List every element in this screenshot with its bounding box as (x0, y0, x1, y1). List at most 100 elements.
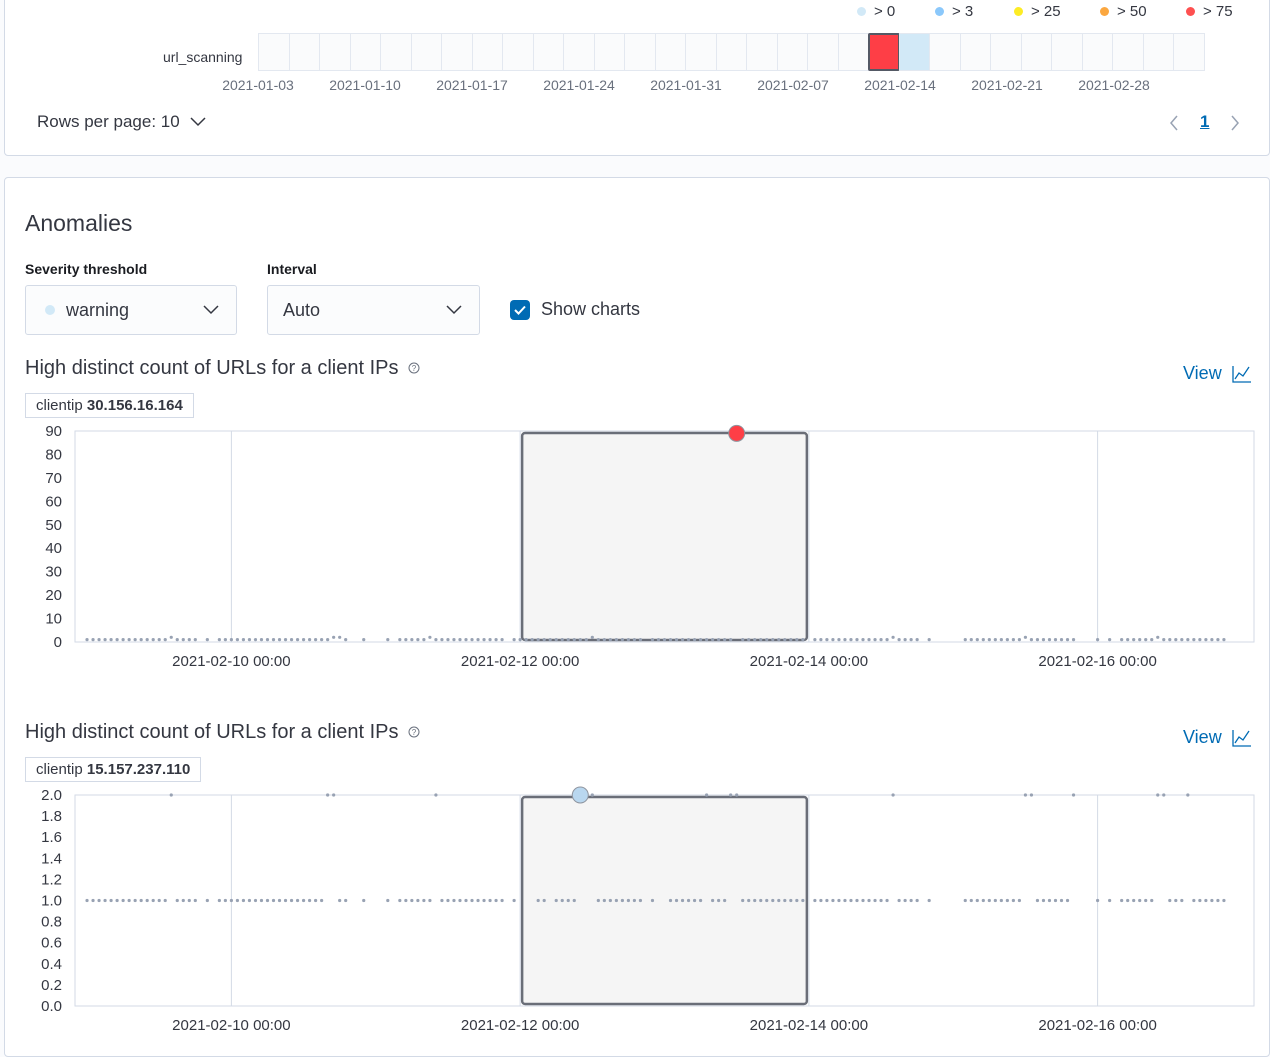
interval-value: Auto (283, 299, 321, 320)
swimlane-cell[interactable] (715, 33, 748, 71)
data-point (638, 898, 643, 903)
data-point (705, 638, 709, 642)
data-point (127, 898, 131, 903)
data-point (1222, 898, 1226, 903)
swimlane-cell[interactable] (319, 33, 351, 71)
interval-select[interactable]: Auto (267, 285, 480, 335)
info-icon[interactable]: ? (408, 726, 420, 738)
data-point (861, 898, 865, 903)
swimlane-cell[interactable] (349, 33, 382, 71)
data-point (1035, 638, 1040, 642)
data-point (362, 898, 366, 903)
data-point (572, 898, 576, 903)
data-point (771, 638, 775, 642)
data-point (1138, 638, 1142, 642)
swimlane-cell[interactable] (593, 33, 626, 71)
data-point (897, 898, 901, 903)
swimlane-cell[interactable] (1112, 33, 1144, 71)
previous-page-icon[interactable] (1169, 115, 1179, 131)
y-tick-label: 80 (45, 446, 62, 463)
swimlane-cell[interactable] (563, 33, 595, 71)
swimlane-cell[interactable] (1081, 33, 1114, 71)
data-point (783, 898, 787, 903)
data-point (301, 638, 306, 642)
data-point (1065, 638, 1070, 642)
data-point (193, 898, 197, 903)
data-point (482, 898, 486, 903)
swimlane-x-tick: 2021-02-28 (1078, 77, 1150, 93)
swimlane-cell[interactable] (898, 33, 931, 71)
data-point (422, 898, 426, 903)
swimlane-cell[interactable] (471, 33, 504, 71)
swimlane-cell[interactable] (837, 33, 870, 71)
swimlane-cell[interactable] (959, 33, 992, 71)
data-point (927, 898, 931, 903)
data-point (1180, 898, 1184, 903)
anomaly-marker (571, 786, 589, 804)
data-point (602, 898, 606, 903)
data-point (1071, 793, 1076, 797)
data-point (650, 898, 655, 903)
next-page-icon[interactable] (1230, 115, 1240, 131)
swimlane-cell[interactable] (685, 33, 717, 71)
data-point (903, 898, 907, 903)
swimlane-cell[interactable] (746, 33, 778, 71)
data-point (163, 898, 167, 903)
swimlane-cell[interactable] (990, 33, 1022, 71)
data-point (753, 638, 757, 642)
swimlane-cell[interactable] (1142, 33, 1175, 71)
data-point (428, 898, 432, 903)
data-point (674, 638, 679, 642)
data-point (440, 898, 444, 903)
swimlane-cell[interactable] (441, 33, 473, 71)
swimlane-cell[interactable] (1020, 33, 1053, 71)
swimlane-cell[interactable] (258, 33, 290, 71)
swimlane-cell[interactable] (410, 33, 443, 71)
data-point (464, 898, 468, 903)
swimlane-cell[interactable] (1173, 33, 1205, 71)
data-point (494, 638, 498, 642)
data-point (277, 898, 282, 903)
view-button[interactable]: View (1183, 727, 1252, 748)
data-point (446, 638, 450, 642)
data-point (999, 898, 1003, 903)
data-point (1168, 898, 1172, 903)
swimlane-cell[interactable] (1051, 33, 1083, 71)
rows-per-page-button[interactable]: Rows per page: 10 (37, 112, 206, 132)
data-point (85, 638, 89, 642)
data-point (410, 898, 414, 903)
data-point (831, 638, 835, 642)
swimlane-x-tick: 2021-02-21 (971, 77, 1043, 93)
svg-text:?: ? (412, 728, 417, 737)
swimlane-cell[interactable] (532, 33, 565, 71)
show-charts-checkbox[interactable]: Show charts (510, 299, 640, 320)
legend-dot-icon (1014, 7, 1023, 16)
legend-dot-icon (935, 7, 944, 16)
y-tick-label: 2.0 (41, 787, 62, 804)
page-1-link[interactable]: 1 (1200, 112, 1210, 131)
data-point (735, 793, 739, 797)
data-point (861, 638, 865, 642)
severity-threshold-select[interactable]: warning (25, 285, 237, 335)
data-point (849, 638, 853, 642)
data-point (626, 898, 631, 903)
info-icon[interactable]: ? (408, 362, 420, 374)
swimlane-cell[interactable] (929, 33, 961, 71)
swimlane-cell[interactable] (776, 33, 809, 71)
data-point (241, 898, 246, 903)
swimlane-cell[interactable] (502, 33, 534, 71)
view-button[interactable]: View (1183, 363, 1252, 384)
swimlane-cell[interactable] (624, 33, 656, 71)
data-point (981, 898, 985, 903)
swimlane-cell[interactable] (654, 33, 687, 71)
data-point (723, 898, 727, 903)
swimlane-cell[interactable] (380, 33, 412, 71)
data-point (590, 635, 594, 639)
data-point (428, 635, 432, 639)
swimlane-cell[interactable] (868, 33, 900, 71)
data-point (320, 898, 324, 903)
legend-label: > 3 (952, 3, 974, 20)
data-point (620, 898, 624, 903)
swimlane-cell[interactable] (807, 33, 839, 71)
swimlane-cell[interactable] (288, 33, 321, 71)
